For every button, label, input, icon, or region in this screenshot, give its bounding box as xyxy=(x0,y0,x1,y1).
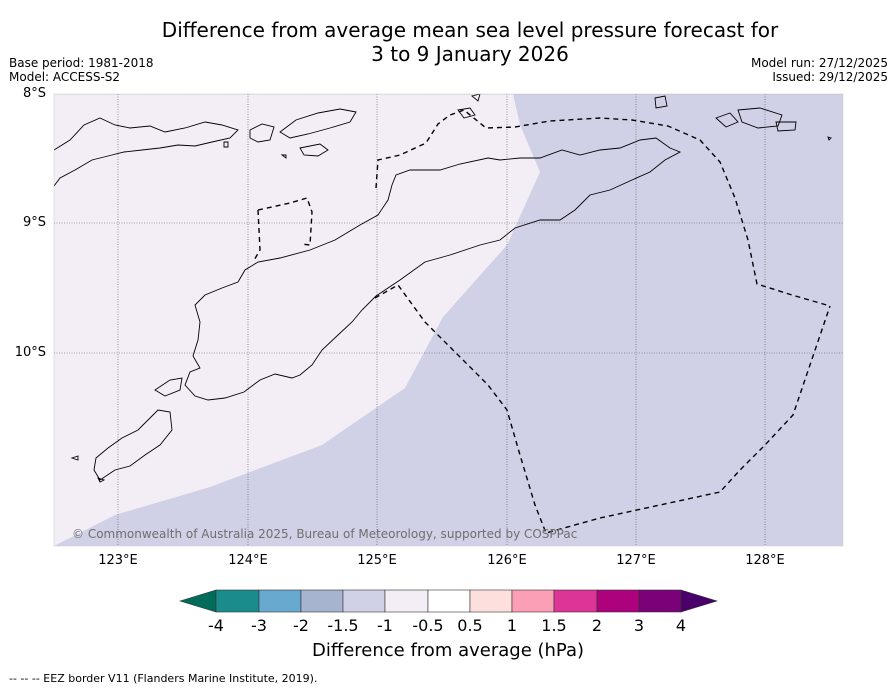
meta-right: Model run: 27/12/2025 Issued: 29/12/2025 xyxy=(751,56,888,84)
lat-label-10s: 10°S xyxy=(14,345,46,360)
colorbar xyxy=(178,589,719,613)
colorbar-tick: 3 xyxy=(633,616,645,635)
lat-label-9s: 9°S xyxy=(22,215,46,230)
colorbar-tick: -2 xyxy=(293,616,309,635)
colorbar-bin xyxy=(469,589,513,613)
coast-flores-alor xyxy=(54,117,239,187)
map-frame xyxy=(53,93,844,547)
colorbar-bin xyxy=(215,589,260,613)
colorbar-tick: -1 xyxy=(377,616,393,635)
base-period: Base period: 1981-2018 xyxy=(9,56,154,70)
coast-small-islets xyxy=(223,94,481,159)
colorbar-bin xyxy=(638,589,682,613)
colorbar-bin xyxy=(553,589,598,613)
colorbar-tick: -4 xyxy=(208,616,224,635)
lon-label-123e: 123°E xyxy=(98,553,138,568)
eez-south-timor xyxy=(374,284,831,534)
lon-label-126e: 126°E xyxy=(487,553,527,568)
lat-label-8s: 8°S xyxy=(22,86,46,101)
colorbar-tick: -1.5 xyxy=(327,616,359,635)
colorbar-tick: 4 xyxy=(675,616,687,635)
lon-label-127e: 127°E xyxy=(616,553,656,568)
colorbar-tick: 1 xyxy=(506,616,518,635)
title-line-2: 3 to 9 January 2026 xyxy=(371,42,569,66)
chart-title: Difference from average mean sea level p… xyxy=(100,18,840,66)
colorbar-bin xyxy=(384,589,429,613)
region-darker xyxy=(54,94,843,546)
colorbar-tick: 1.5 xyxy=(541,616,567,635)
eez-north-timor xyxy=(375,109,831,307)
lon-label-128e: 128°E xyxy=(745,553,785,568)
lon-label-124e: 124°E xyxy=(228,553,268,568)
eez-borders xyxy=(252,109,831,534)
coast-wetar-islands xyxy=(654,95,832,141)
title-line-1: Difference from average mean sea level p… xyxy=(161,18,779,42)
footnote: -- -- -- EEZ border V11 (Flanders Marine… xyxy=(9,672,318,685)
colorbar-tick: -3 xyxy=(251,616,267,635)
colorbar-tick: 0.5 xyxy=(457,616,483,635)
colorbar-bin xyxy=(596,589,640,613)
colorbar-bin xyxy=(300,589,344,613)
coast-savu-rote xyxy=(70,377,183,483)
meta-left: Base period: 1981-2018 Model: ACCESS-S2 xyxy=(9,56,154,84)
coastlines xyxy=(54,94,832,483)
colorbar-under-arrow xyxy=(178,589,217,613)
colorbar-bin xyxy=(427,589,471,613)
colorbar-over-arrow xyxy=(680,589,719,613)
colorbar-tick: -0.5 xyxy=(412,616,444,635)
colorbar-tick: 2 xyxy=(591,616,603,635)
coast-timor xyxy=(184,137,682,401)
coast-islands-north xyxy=(249,108,357,157)
colorbar-label: Difference from average (hPa) xyxy=(311,640,585,661)
colorbar-bin xyxy=(511,589,555,613)
eez-oecussi xyxy=(252,197,313,263)
copyright-notice: © Commonwealth of Australia 2025, Bureau… xyxy=(72,527,578,541)
colorbar-bin xyxy=(342,589,386,613)
model-run: Model run: 27/12/2025 xyxy=(750,56,888,70)
issued-date: Issued: 29/12/2025 xyxy=(772,70,888,84)
model-name: Model: ACCESS-S2 xyxy=(9,70,121,84)
colorbar-bin xyxy=(258,589,302,613)
lon-label-125e: 125°E xyxy=(357,553,397,568)
